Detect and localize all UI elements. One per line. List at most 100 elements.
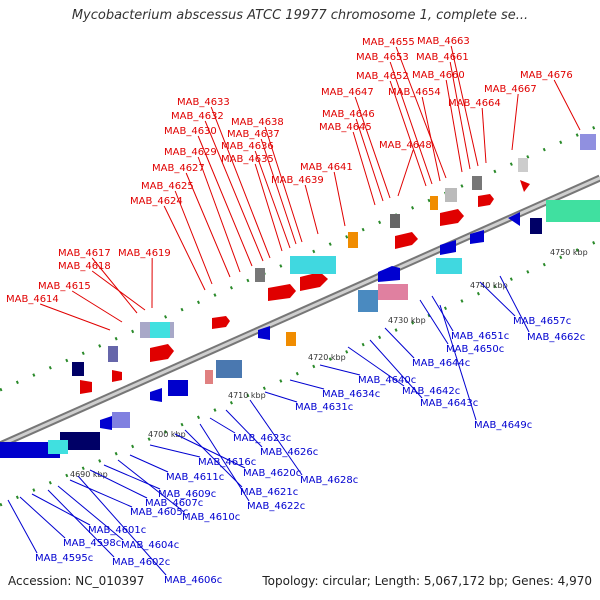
- gene-block[interactable]: [150, 322, 170, 338]
- gene-label-reverse[interactable]: MAB_4610c: [182, 512, 240, 523]
- gene-label-forward[interactable]: MAB_4646: [322, 109, 375, 120]
- gene-label-reverse[interactable]: MAB_4642c: [402, 386, 460, 397]
- gene-arrow[interactable]: [300, 272, 328, 291]
- gene-label-forward[interactable]: MAB_4619: [118, 248, 171, 259]
- gene-block[interactable]: [72, 362, 84, 376]
- gene-arrow[interactable]: [212, 316, 230, 329]
- gene-label-forward[interactable]: MAB_4676: [520, 70, 573, 81]
- gene-label-forward[interactable]: MAB_4635: [221, 154, 274, 165]
- gene-arrow[interactable]: [508, 212, 520, 226]
- gene-label-forward[interactable]: MAB_4647: [321, 87, 374, 98]
- gene-label-reverse[interactable]: MAB_4606c: [164, 575, 222, 586]
- gene-label-reverse[interactable]: MAB_4623c: [233, 433, 291, 444]
- gene-block[interactable]: [518, 158, 528, 172]
- gene-label-reverse[interactable]: MAB_4616c: [198, 457, 256, 468]
- gene-label-reverse[interactable]: MAB_4595c: [35, 553, 93, 564]
- gene-label-reverse[interactable]: MAB_4598c: [63, 538, 121, 549]
- gene-block[interactable]: [430, 196, 438, 210]
- gene-label-reverse[interactable]: MAB_4643c: [420, 398, 478, 409]
- gene-arrow[interactable]: [80, 380, 92, 394]
- gene-label-forward[interactable]: MAB_4667: [484, 84, 537, 95]
- gene-block[interactable]: [378, 284, 408, 300]
- gene-label-reverse[interactable]: MAB_4651c: [451, 331, 509, 342]
- gene-label-forward[interactable]: MAB_4615: [38, 281, 91, 292]
- gene-label-forward[interactable]: MAB_4663: [417, 36, 470, 47]
- gene-label-reverse[interactable]: MAB_4620c: [243, 468, 301, 479]
- gene-label-reverse[interactable]: MAB_4626c: [260, 447, 318, 458]
- gene-label-forward[interactable]: MAB_4639: [271, 175, 324, 186]
- gene-label-forward[interactable]: MAB_4636: [221, 141, 274, 152]
- gene-arrow[interactable]: [150, 344, 174, 362]
- gene-label-reverse[interactable]: MAB_4644c: [412, 358, 470, 369]
- gene-block[interactable]: [216, 360, 242, 378]
- gene-label-forward[interactable]: MAB_4660: [412, 70, 465, 81]
- gene-label-forward[interactable]: MAB_4637: [227, 129, 280, 140]
- gene-arrow[interactable]: [112, 370, 122, 382]
- gene-label-reverse[interactable]: MAB_4605c: [130, 507, 188, 518]
- gene-block[interactable]: [348, 232, 358, 248]
- gene-label-reverse[interactable]: MAB_4622c: [247, 501, 305, 512]
- gene-label-reverse[interactable]: MAB_4601c: [88, 525, 146, 536]
- gene-block[interactable]: [286, 332, 296, 346]
- gene-arrow[interactable]: [440, 209, 464, 226]
- gene-label-reverse[interactable]: MAB_4604c: [121, 540, 179, 551]
- gene-label-forward[interactable]: MAB_4648: [379, 140, 432, 151]
- gene-label-forward[interactable]: MAB_4630: [164, 126, 217, 137]
- gene-block[interactable]: [530, 218, 542, 234]
- gene-block[interactable]: [390, 214, 400, 228]
- gene-block[interactable]: [358, 290, 378, 312]
- gene-label-forward[interactable]: MAB_4627: [152, 163, 205, 174]
- gene-label-forward[interactable]: MAB_4661: [416, 52, 469, 63]
- gene-arrow[interactable]: [378, 266, 400, 282]
- gene-block[interactable]: [112, 412, 130, 428]
- gene-arrow[interactable]: [470, 230, 484, 244]
- gene-label-forward[interactable]: MAB_4645: [319, 122, 372, 133]
- gene-block[interactable]: [0, 442, 60, 458]
- gene-label-reverse[interactable]: MAB_4631c: [295, 402, 353, 413]
- gene-label-reverse[interactable]: MAB_4621c: [240, 487, 298, 498]
- gene-label-forward[interactable]: MAB_4653: [356, 52, 409, 63]
- gene-label-forward[interactable]: MAB_4624: [130, 196, 183, 207]
- gene-arrow[interactable]: [268, 284, 296, 301]
- gene-label-forward[interactable]: MAB_4652: [356, 71, 409, 82]
- gene-arrow[interactable]: [395, 232, 418, 249]
- gene-label-forward[interactable]: MAB_4632: [171, 111, 224, 122]
- gene-arrow[interactable]: [150, 388, 162, 402]
- gene-label-forward[interactable]: MAB_4654: [388, 87, 441, 98]
- gene-label-forward[interactable]: MAB_4655: [362, 37, 415, 48]
- gene-block[interactable]: [580, 134, 596, 150]
- gene-block[interactable]: [290, 256, 336, 274]
- gene-label-forward[interactable]: MAB_4638: [231, 117, 284, 128]
- gene-label-forward[interactable]: MAB_4614: [6, 294, 59, 305]
- gene-block[interactable]: [445, 188, 457, 202]
- gene-block[interactable]: [60, 432, 100, 450]
- gene-block[interactable]: [472, 176, 482, 190]
- gene-arrow[interactable]: [100, 416, 112, 430]
- gene-block[interactable]: [255, 268, 265, 282]
- gene-block[interactable]: [436, 258, 462, 274]
- gene-arrow[interactable]: [478, 194, 494, 207]
- gene-label-reverse[interactable]: MAB_4662c: [527, 332, 585, 343]
- gene-block[interactable]: [546, 200, 600, 222]
- gene-label-reverse[interactable]: MAB_4634c: [322, 389, 380, 400]
- gene-arrow[interactable]: [258, 326, 270, 340]
- gene-label-forward[interactable]: MAB_4629: [164, 147, 217, 158]
- gene-label-reverse[interactable]: MAB_4609c: [158, 489, 216, 500]
- gene-block[interactable]: [168, 380, 188, 396]
- gene-label-forward[interactable]: MAB_4625: [141, 181, 194, 192]
- gene-label-forward[interactable]: MAB_4617: [58, 248, 111, 259]
- gene-label-reverse[interactable]: MAB_4611c: [166, 472, 224, 483]
- gene-label-reverse[interactable]: MAB_4657c: [513, 316, 571, 327]
- gene-label-reverse[interactable]: MAB_4649c: [474, 420, 532, 431]
- gene-label-reverse[interactable]: MAB_4607c: [145, 498, 203, 509]
- gene-label-forward[interactable]: MAB_4641: [300, 162, 353, 173]
- gene-label-reverse[interactable]: MAB_4640c: [358, 375, 416, 386]
- gene-label-reverse[interactable]: MAB_4628c: [300, 475, 358, 486]
- gene-block[interactable]: [108, 346, 118, 362]
- gene-label-reverse[interactable]: MAB_4602c: [112, 557, 170, 568]
- gene-arrow[interactable]: [440, 240, 456, 255]
- gene-label-reverse[interactable]: MAB_4650c: [446, 344, 504, 355]
- gene-block[interactable]: [48, 440, 68, 454]
- gene-label-forward[interactable]: MAB_4664: [448, 98, 501, 109]
- gene-block[interactable]: [205, 370, 213, 384]
